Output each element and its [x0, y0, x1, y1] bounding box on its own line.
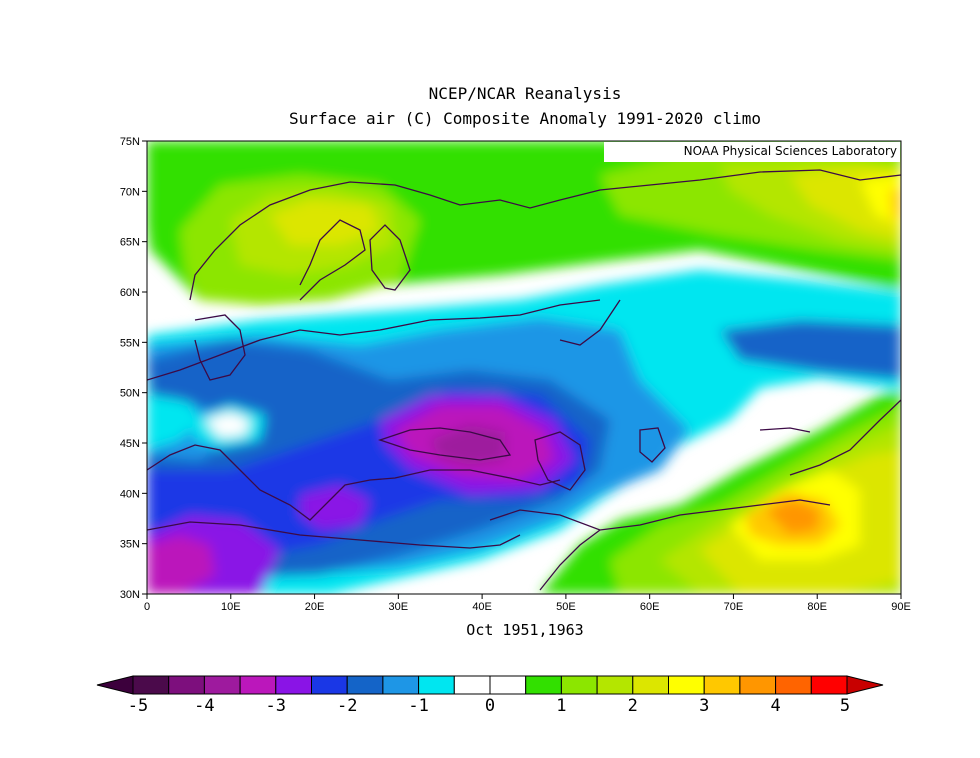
colorbar-label: 3	[699, 696, 709, 716]
x-tick-label: 10E	[221, 601, 241, 613]
colorbar-label: 4	[770, 696, 780, 716]
colorbar-swatch	[490, 676, 526, 694]
colorbar-label: -1	[408, 696, 428, 716]
y-tick-label: 50N	[120, 388, 140, 400]
colorbar-label: 5	[840, 696, 850, 716]
x-axis-labels: 0 10E 20E 30E 40E 50E 60E 70E 80E 90E	[144, 601, 911, 613]
y-tick-label: 60N	[120, 287, 140, 299]
x-tick-label: 40E	[472, 601, 492, 613]
time-period-label: Oct 1951,1963	[360, 621, 690, 639]
colorbar-swatch	[669, 676, 705, 694]
colorbar-swatch	[776, 676, 812, 694]
anomaly-field	[147, 141, 901, 594]
colorbar-label: 0	[485, 696, 495, 716]
credit-label: NOAA Physical Sciences Laboratory	[684, 144, 897, 158]
x-tick-label: 90E	[891, 601, 911, 613]
y-tick-label: 35N	[120, 539, 140, 551]
y-tick-label: 65N	[120, 237, 140, 249]
x-tick-label: 0	[144, 601, 150, 613]
colorbar-labels: -5 -4 -3 -2 -1 0 1 2 3 4 5	[128, 696, 850, 716]
y-axis-labels: 75N 70N 65N 60N 55N 50N 45N 40N 35N 30N	[120, 136, 140, 601]
colorbar-swatch	[169, 676, 205, 694]
x-tick-label: 50E	[556, 601, 576, 613]
colorbar-swatch	[633, 676, 669, 694]
colorbar-swatch	[526, 676, 562, 694]
y-tick-label: 55N	[120, 337, 140, 349]
colorbar-swatch	[133, 676, 169, 694]
x-tick-label: 60E	[640, 601, 660, 613]
colorbar-under-arrow	[97, 676, 133, 694]
colorbar-label: 1	[556, 696, 566, 716]
colorbar-swatch	[312, 676, 348, 694]
colorbar-swatch	[811, 676, 847, 694]
colorbar	[97, 676, 883, 694]
colorbar-label: -5	[128, 696, 148, 716]
colorbar-swatch	[561, 676, 597, 694]
y-tick-label: 70N	[120, 186, 140, 198]
y-tick-label: 75N	[120, 136, 140, 148]
colorbar-swatch	[383, 676, 419, 694]
colorbar-label: -4	[194, 696, 214, 716]
x-tick-label: 80E	[807, 601, 827, 613]
colorbar-label: 2	[628, 696, 638, 716]
colorbar-label: -2	[337, 696, 357, 716]
y-tick-label: 40N	[120, 488, 140, 500]
x-tick-label: 30E	[389, 601, 409, 613]
x-tick-label: 70E	[724, 601, 744, 613]
colorbar-swatch	[704, 676, 740, 694]
colorbar-swatch	[419, 676, 455, 694]
colorbar-swatch	[276, 676, 312, 694]
colorbar-swatch	[454, 676, 490, 694]
colorbar-swatch	[204, 676, 240, 694]
y-tick-label: 45N	[120, 438, 140, 450]
y-tick-label: 30N	[120, 589, 140, 601]
x-tick-label: 20E	[305, 601, 325, 613]
colorbar-swatch	[597, 676, 633, 694]
colorbar-swatch	[347, 676, 383, 694]
colorbar-over-arrow	[847, 676, 883, 694]
colorbar-swatch	[740, 676, 776, 694]
colorbar-swatch	[240, 676, 276, 694]
colorbar-label: -3	[266, 696, 286, 716]
